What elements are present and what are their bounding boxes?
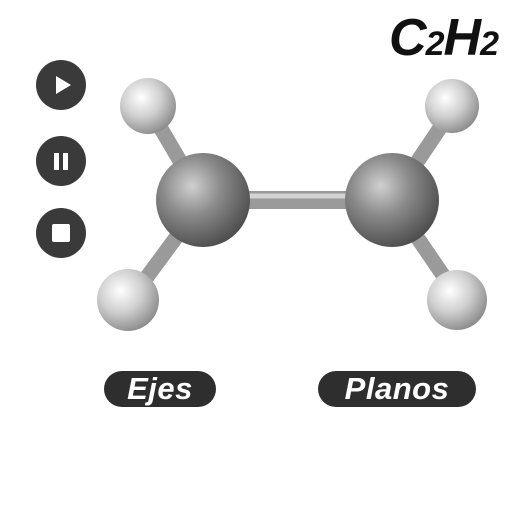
hydrogen-atom-bottom-right bbox=[427, 270, 487, 330]
molecule-formula: C2H2 bbox=[389, 9, 499, 67]
hydrogen-atom-top-left bbox=[120, 78, 176, 134]
stop-icon bbox=[52, 224, 70, 242]
formula-carbon: C bbox=[389, 9, 427, 67]
pause-button[interactable] bbox=[36, 136, 86, 186]
formula-hydrogen: H bbox=[443, 9, 482, 67]
pause-icon bbox=[54, 152, 68, 170]
play-icon bbox=[55, 76, 71, 94]
formula-hydrogen-subscript: 2 bbox=[480, 25, 499, 63]
axes-button[interactable]: Ejes bbox=[104, 371, 216, 407]
hydrogen-atom-bottom-left bbox=[97, 269, 159, 331]
carbon-atom-right bbox=[345, 153, 439, 247]
formula-carbon-subscript: 2 bbox=[425, 25, 445, 63]
play-button[interactable] bbox=[36, 60, 86, 110]
carbon-atom-left bbox=[156, 153, 250, 247]
hydrogen-atom-top-right bbox=[425, 79, 479, 133]
planes-button[interactable]: Planos bbox=[318, 371, 476, 407]
stop-button[interactable] bbox=[36, 208, 86, 258]
